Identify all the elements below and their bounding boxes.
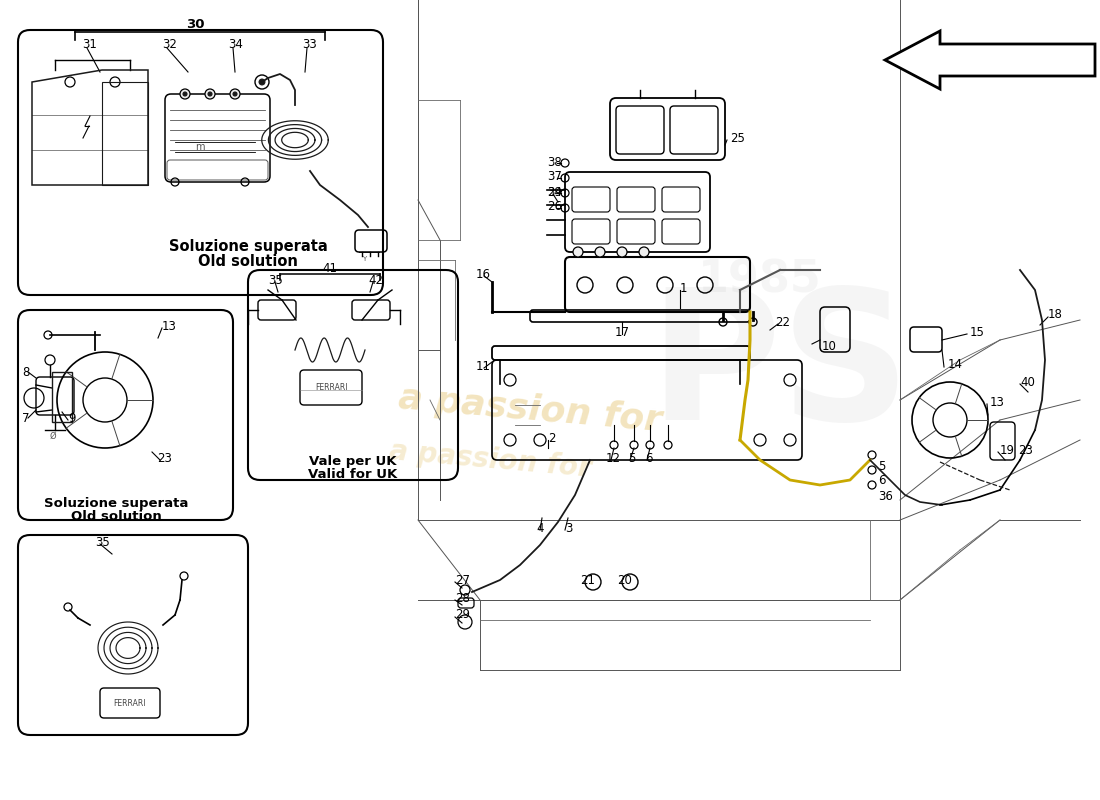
Text: 21: 21 [581, 574, 595, 586]
Circle shape [595, 247, 605, 257]
Text: m: m [196, 142, 205, 152]
Text: 32: 32 [162, 38, 177, 51]
Text: 18: 18 [1048, 309, 1063, 322]
Text: 11: 11 [476, 359, 491, 373]
Text: 17: 17 [615, 326, 629, 338]
Text: 34: 34 [228, 38, 243, 51]
Circle shape [183, 92, 187, 96]
Text: 29: 29 [455, 609, 470, 622]
Text: 39: 39 [547, 186, 562, 198]
Circle shape [180, 89, 190, 99]
Text: 36: 36 [878, 490, 893, 502]
Text: 22: 22 [776, 315, 790, 329]
Text: 42: 42 [368, 274, 383, 286]
Text: 37: 37 [547, 170, 562, 183]
Text: 38: 38 [547, 155, 562, 169]
Text: 6: 6 [878, 474, 886, 487]
Text: PS: PS [649, 282, 911, 458]
Text: 7: 7 [22, 411, 30, 425]
Text: a passion for: a passion for [387, 438, 592, 482]
Text: 19: 19 [1000, 443, 1015, 457]
Text: 14: 14 [948, 358, 962, 371]
Text: 26: 26 [547, 201, 562, 214]
Text: FERRARI: FERRARI [113, 698, 146, 707]
Text: 15: 15 [970, 326, 985, 338]
Circle shape [208, 92, 212, 96]
Text: 6: 6 [645, 451, 652, 465]
Text: Vale per UK: Vale per UK [309, 455, 397, 469]
Text: 33: 33 [302, 38, 317, 51]
Text: Soluzione superata: Soluzione superata [168, 239, 328, 254]
Text: 23: 23 [1018, 443, 1033, 457]
Text: 10: 10 [822, 339, 837, 353]
Text: 41: 41 [322, 262, 338, 274]
Text: 5: 5 [878, 459, 886, 473]
Text: 13: 13 [990, 395, 1005, 409]
Circle shape [205, 89, 214, 99]
Text: 16: 16 [476, 267, 491, 281]
Text: 2: 2 [548, 431, 556, 445]
Text: 12: 12 [606, 451, 621, 465]
Circle shape [639, 247, 649, 257]
Text: Y: Y [362, 256, 366, 262]
Text: 20: 20 [617, 574, 632, 586]
Circle shape [258, 79, 265, 85]
Text: Ø: Ø [50, 431, 56, 441]
Text: 1: 1 [680, 282, 688, 294]
Text: 13: 13 [162, 319, 177, 333]
Circle shape [617, 247, 627, 257]
Text: 9: 9 [68, 411, 76, 425]
Text: 25: 25 [730, 131, 745, 145]
Text: 40: 40 [1020, 375, 1035, 389]
Text: Valid for UK: Valid for UK [308, 469, 397, 482]
Text: 4: 4 [536, 522, 543, 534]
Text: 30: 30 [186, 18, 205, 31]
Text: 1985: 1985 [698, 258, 822, 302]
Circle shape [230, 89, 240, 99]
Text: 24: 24 [547, 186, 562, 198]
Text: Soluzione superata: Soluzione superata [44, 498, 188, 510]
Text: 3: 3 [565, 522, 572, 534]
Text: 27: 27 [455, 574, 470, 586]
Circle shape [573, 247, 583, 257]
Text: 35: 35 [268, 274, 283, 286]
Text: 23: 23 [157, 451, 172, 465]
Text: FERRARI: FERRARI [315, 382, 348, 391]
Text: 31: 31 [82, 38, 97, 51]
Circle shape [233, 92, 236, 96]
Text: 8: 8 [22, 366, 30, 378]
FancyArrow shape [886, 31, 1094, 89]
Text: Old solution: Old solution [198, 254, 298, 270]
Text: a passion for: a passion for [397, 382, 663, 438]
Text: Old solution: Old solution [70, 510, 162, 523]
Text: 28: 28 [455, 591, 470, 605]
Text: 35: 35 [95, 535, 110, 549]
Text: 5: 5 [628, 451, 636, 465]
